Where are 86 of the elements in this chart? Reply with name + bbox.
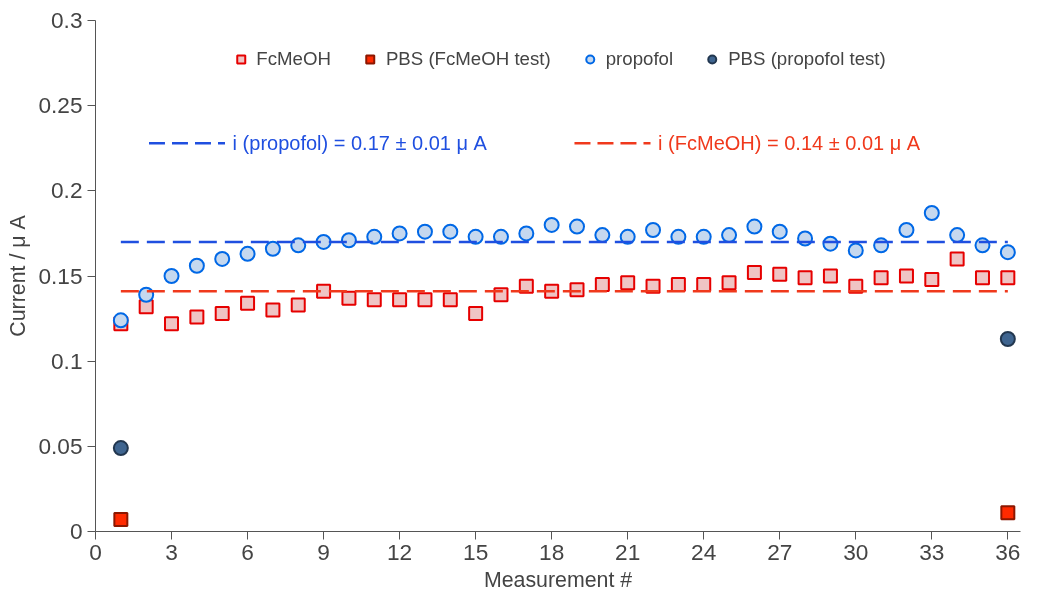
point xyxy=(543,216,560,233)
x-tick-label: 30 xyxy=(843,538,869,565)
legend-label: i (propofol) = 0.17 ± 0.01 μ A xyxy=(232,132,488,155)
point xyxy=(214,305,230,321)
point xyxy=(999,331,1016,348)
point xyxy=(416,223,433,240)
x-tick-label: 21 xyxy=(615,538,641,565)
point xyxy=(746,265,762,281)
point xyxy=(746,218,763,235)
point xyxy=(822,268,838,284)
x-tick-label: 12 xyxy=(387,538,413,565)
point xyxy=(392,292,408,308)
legend-label: PBS (FcMeOH test) xyxy=(385,48,551,70)
point xyxy=(264,240,281,257)
x-tick-label: 0 xyxy=(89,538,102,565)
point xyxy=(898,222,915,238)
point xyxy=(442,223,459,240)
point xyxy=(112,312,129,329)
y-axis-title: Current / μ A xyxy=(6,214,31,337)
y-tick-label: 0.2 xyxy=(51,177,83,204)
point xyxy=(316,283,332,299)
point xyxy=(239,245,256,262)
point xyxy=(315,233,332,250)
point xyxy=(974,270,990,286)
point xyxy=(366,228,383,245)
point xyxy=(949,251,965,267)
point xyxy=(188,257,205,274)
point xyxy=(898,268,914,284)
point xyxy=(999,244,1016,261)
point xyxy=(113,512,129,528)
point xyxy=(341,290,357,306)
y-tick-label: 0.3 xyxy=(51,7,83,33)
y-tick-label: 0.15 xyxy=(38,262,83,289)
x-tick-label: 18 xyxy=(539,538,565,565)
point xyxy=(924,271,940,287)
x-tick-label: 6 xyxy=(241,538,254,565)
point xyxy=(265,302,281,318)
x-tick-label: 15 xyxy=(463,538,489,565)
point xyxy=(442,292,458,308)
x-tick-label: 9 xyxy=(317,538,330,565)
point xyxy=(721,275,737,291)
point xyxy=(468,305,484,321)
y-tick-label: 0.25 xyxy=(38,92,83,119)
point xyxy=(366,292,382,308)
legend-label: i (FcMeOH) = 0.14 ± 0.01 μ A xyxy=(658,132,921,155)
point xyxy=(189,309,205,325)
legend-label: propofol xyxy=(605,48,674,70)
x-tick-label: 33 xyxy=(919,538,945,565)
point xyxy=(138,286,155,303)
point xyxy=(240,295,256,311)
point xyxy=(771,223,788,240)
y-tick-label: 0 xyxy=(69,518,83,544)
point xyxy=(772,266,788,282)
point xyxy=(391,225,408,242)
point xyxy=(467,228,484,245)
point xyxy=(112,440,129,457)
point xyxy=(417,292,433,308)
point xyxy=(164,316,180,332)
point xyxy=(290,297,306,313)
point xyxy=(569,218,586,235)
point xyxy=(594,227,611,244)
x-tick-label: 27 xyxy=(767,538,793,565)
point xyxy=(873,270,889,286)
y-tick-label: 0.1 xyxy=(51,347,83,374)
point xyxy=(620,275,636,291)
point xyxy=(847,242,864,259)
x-tick-label: 36 xyxy=(995,538,1021,565)
point xyxy=(1000,505,1016,521)
point xyxy=(949,227,966,244)
point xyxy=(518,225,535,242)
legend-label: PBS (propofol test) xyxy=(728,48,886,70)
x-tick-label: 24 xyxy=(691,538,717,565)
point xyxy=(797,270,813,286)
point xyxy=(214,250,231,267)
point xyxy=(645,222,662,238)
point xyxy=(492,228,509,245)
point xyxy=(1000,270,1016,286)
y-tick-label: 0.05 xyxy=(38,432,83,459)
point xyxy=(163,268,180,284)
point xyxy=(923,204,940,221)
legend-label: FcMeOH xyxy=(256,48,331,70)
point xyxy=(340,232,357,249)
point xyxy=(594,277,610,293)
x-axis-title: Measurement # xyxy=(483,567,633,592)
point xyxy=(290,237,307,254)
x-tick-label: 3 xyxy=(165,538,178,565)
